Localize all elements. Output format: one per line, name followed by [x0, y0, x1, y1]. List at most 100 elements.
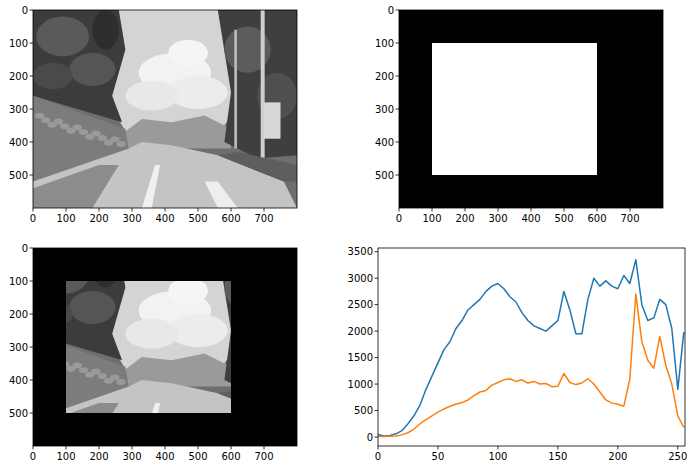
cloud — [168, 40, 208, 66]
y-tick — [30, 109, 34, 110]
y-tick-label: 300 — [9, 342, 28, 353]
x-tick-label: 700 — [620, 213, 639, 224]
x-tick — [198, 208, 199, 212]
right-trees — [218, 10, 297, 159]
x-tick — [231, 446, 232, 450]
subplot: 01002003004005006007000100200300400500 — [9, 243, 297, 463]
y-tick-label: 1500 — [348, 352, 373, 363]
mask-background — [33, 248, 297, 446]
photo-bg — [33, 10, 297, 208]
y-tick — [396, 10, 400, 11]
road-line — [142, 165, 160, 208]
y-tick — [396, 109, 400, 110]
stone — [73, 363, 82, 369]
hills — [116, 116, 232, 149]
x-tick — [617, 446, 618, 450]
cloud — [125, 81, 178, 111]
y-tick-label: 2500 — [348, 299, 373, 310]
x-tick-label: 100 — [56, 213, 75, 224]
x-tick — [99, 446, 100, 450]
x-tick-label: 200 — [608, 451, 627, 462]
x-tick-label: 500 — [554, 213, 573, 224]
x-tick — [630, 208, 631, 212]
stone — [91, 368, 100, 374]
x-tick — [231, 208, 232, 212]
x-tick-label: 0 — [396, 213, 402, 224]
cloud — [125, 319, 178, 349]
sign — [264, 102, 281, 138]
y-tick — [30, 142, 34, 143]
x-tick-label: 500 — [188, 213, 207, 224]
stone — [91, 130, 100, 136]
photo — [33, 10, 297, 208]
y-tick-label: 100 — [375, 38, 394, 49]
puddle — [33, 165, 119, 208]
x-tick-label: 0 — [30, 213, 36, 224]
x-tick — [132, 446, 133, 450]
foliage — [33, 63, 73, 89]
x-tick — [33, 208, 34, 212]
y-tick — [30, 380, 34, 381]
y-tick — [30, 314, 34, 315]
y-tick-label: 0 — [367, 432, 373, 443]
puddle — [66, 403, 119, 413]
x-tick — [198, 446, 199, 450]
y-tick-label: 100 — [9, 38, 28, 49]
y-tick — [30, 248, 34, 249]
x-tick-label: 300 — [122, 213, 141, 224]
cloud — [168, 281, 208, 304]
x-tick-label: 600 — [221, 213, 240, 224]
x-tick-label: 300 — [122, 451, 141, 462]
y-tick-label: 500 — [375, 170, 394, 181]
subplot: 01002003004005006007000100200300400500 — [9, 5, 297, 225]
foliage — [66, 301, 73, 327]
x-tick-label: 600 — [221, 451, 240, 462]
stone — [35, 113, 44, 119]
foliage — [36, 17, 89, 57]
foliage — [92, 10, 118, 50]
left-trees — [66, 281, 125, 360]
x-tick-label: 400 — [521, 213, 540, 224]
trunk — [234, 30, 237, 149]
road — [66, 380, 231, 413]
figure: 0 100 200 300 400 500 600 700 0 100 200 300 400 500 0 1… — [0, 0, 692, 470]
photo-bg — [66, 281, 231, 413]
right-trees — [218, 281, 231, 397]
x-tick-label: 200 — [455, 213, 474, 224]
y-tick-label: 2000 — [348, 326, 373, 337]
plot-area — [33, 248, 297, 446]
y-tick — [396, 142, 400, 143]
x-tick — [437, 446, 438, 450]
y-tick — [30, 10, 34, 11]
verge — [218, 390, 231, 413]
y-tick-label: 200 — [9, 309, 28, 320]
x-tick-label: 700 — [254, 213, 273, 224]
x-tick — [677, 446, 678, 450]
plot-area — [399, 10, 663, 208]
x-tick-label: 200 — [89, 451, 108, 462]
axes-frame — [378, 248, 685, 446]
x-tick — [465, 208, 466, 212]
series-line — [378, 260, 684, 436]
x-tick-label: 200 — [89, 213, 108, 224]
x-tick-label: 250 — [668, 451, 687, 462]
stone — [110, 136, 119, 142]
x-tick — [132, 208, 133, 212]
stone — [110, 374, 119, 380]
x-tick — [378, 446, 379, 450]
y-tick — [396, 43, 400, 44]
y-tick-label: 200 — [375, 71, 394, 82]
hills — [116, 354, 232, 387]
verge — [218, 152, 297, 182]
photo — [66, 281, 231, 413]
x-tick — [432, 208, 433, 212]
x-tick-label: 0 — [375, 451, 381, 462]
road-line — [205, 182, 238, 208]
masked-region — [66, 281, 231, 413]
y-tick-label: 1000 — [348, 379, 373, 390]
x-tick — [399, 208, 400, 212]
x-tick-label: 300 — [488, 213, 507, 224]
road-line — [142, 403, 160, 413]
y-tick-label: 400 — [9, 137, 28, 148]
y-tick — [30, 43, 34, 44]
